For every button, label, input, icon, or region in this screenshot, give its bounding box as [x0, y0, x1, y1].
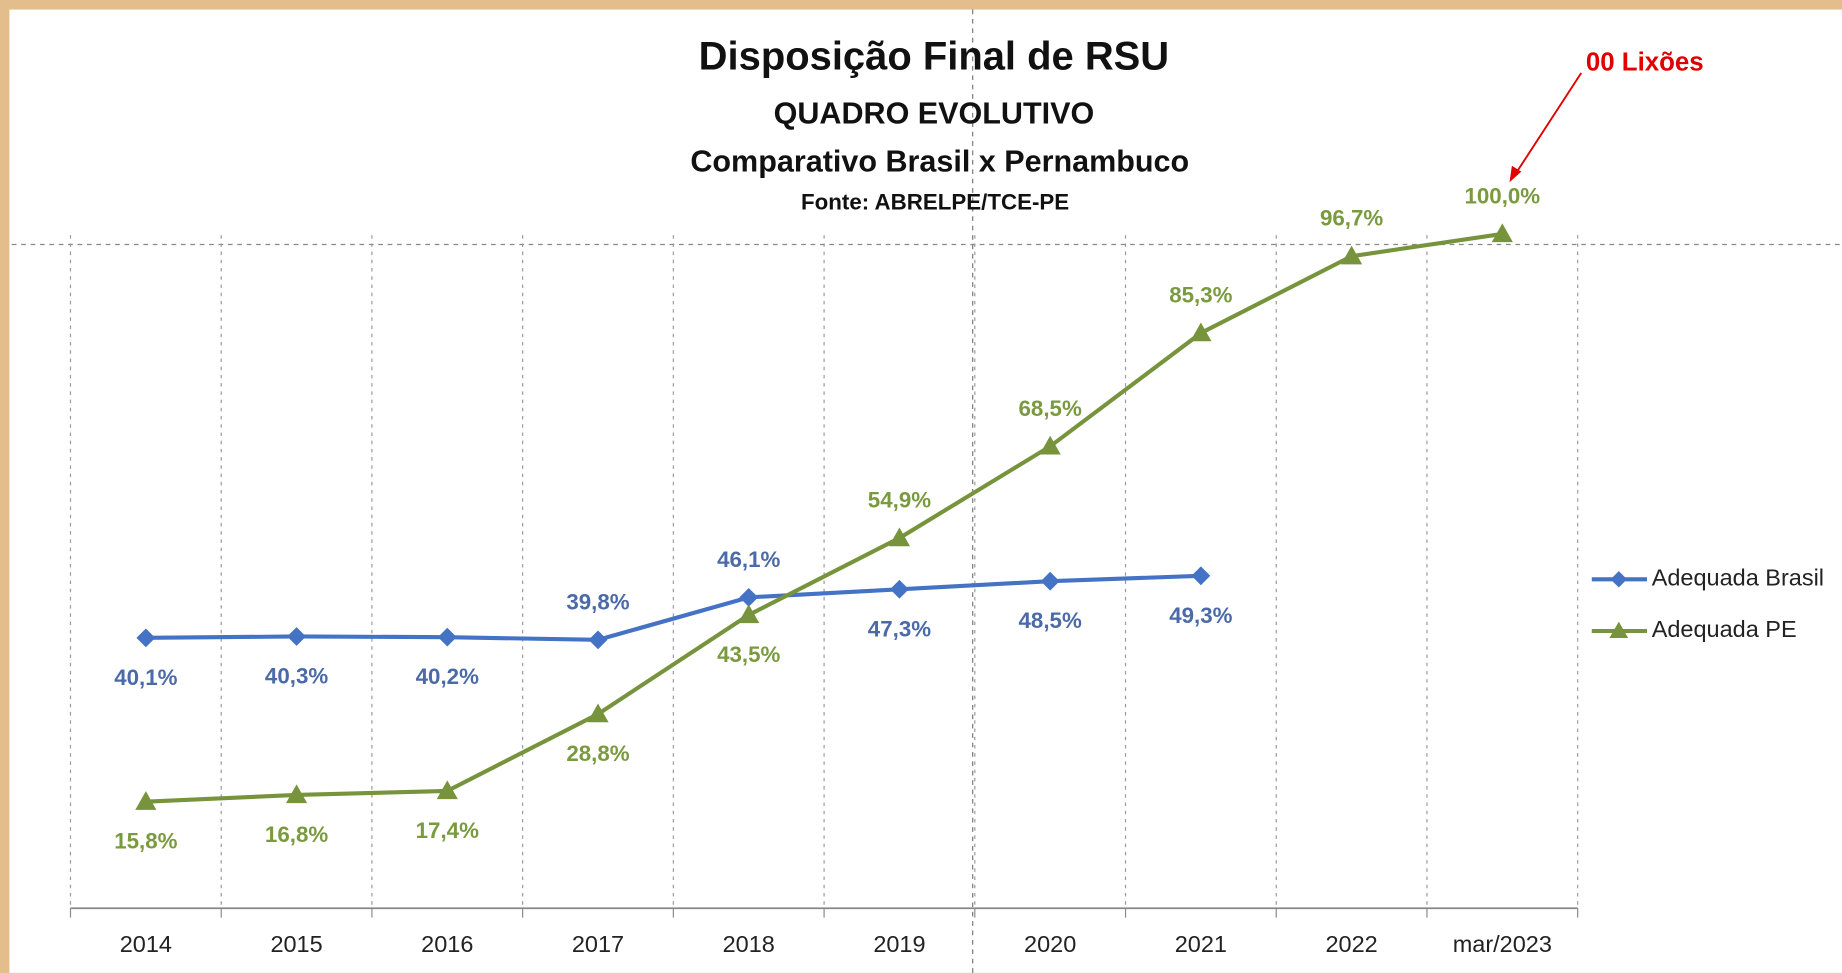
marker-triangle: [738, 604, 760, 624]
panel: [9, 9, 1842, 973]
x-tick-label: 2021: [1175, 931, 1227, 957]
data-label: 96,7%: [1320, 206, 1383, 231]
chart-title: Disposição Final de RSU: [699, 34, 1169, 78]
data-label: 16,8%: [265, 822, 328, 847]
marker-diamond: [1040, 571, 1060, 591]
series-line: [145, 231, 1503, 804]
data-label: 47,3%: [868, 616, 931, 641]
marker-triangle: [436, 780, 458, 800]
data-label: 39,8%: [566, 589, 629, 614]
x-tick-label: mar/2023: [1453, 931, 1552, 957]
annotation: 00 Lixões: [1586, 48, 1704, 76]
data-label: 17,4%: [416, 818, 479, 843]
data-label: 40,2%: [416, 664, 479, 689]
data-label: 43,5%: [717, 642, 780, 667]
legend-marker: [1609, 621, 1629, 639]
marker-triangle: [1491, 223, 1513, 243]
marker-triangle: [285, 784, 308, 804]
marker-triangle: [888, 527, 911, 547]
chart-subtitle: QUADRO EVOLUTIVO: [774, 96, 1095, 130]
marker-triangle: [587, 703, 609, 723]
x-tick-label: 2020: [1024, 931, 1076, 957]
source: Fonte: ABRELPE/TCE-PE: [801, 189, 1069, 214]
data-label: 46,1%: [717, 547, 780, 572]
x-tick-label: 2022: [1325, 931, 1377, 957]
data-label: 49,3%: [1169, 603, 1232, 628]
data-label: 85,3%: [1169, 283, 1232, 308]
data-label: 100,0%: [1464, 183, 1540, 208]
legend-label: Adequada Brasil: [1652, 565, 1824, 591]
x-tick-label: 2018: [723, 931, 775, 957]
arrow-head: [1509, 165, 1522, 183]
series-line: [145, 573, 1201, 642]
legend-label: Adequada PE: [1652, 616, 1797, 642]
data-label: 15,8%: [114, 829, 177, 854]
x-tick-label: 2017: [572, 931, 624, 957]
marker-triangle: [1039, 435, 1061, 455]
data-label: 28,8%: [566, 741, 629, 766]
marker-triangle: [1341, 245, 1363, 265]
annotation-arrow: [1514, 72, 1582, 175]
x-tick-label: 2016: [421, 931, 473, 957]
data-label: 68,5%: [1019, 396, 1082, 421]
marker-triangle: [135, 791, 157, 810]
x-tick-label: 2019: [873, 931, 925, 957]
data-label: 40,1%: [114, 665, 177, 690]
x-tick-label: 2014: [120, 931, 172, 957]
chart-subtitle: Comparativo Brasil x Pernambuco: [690, 145, 1189, 179]
marker-triangle: [1190, 322, 1212, 342]
x-tick-label: 2015: [270, 931, 322, 957]
marker-diamond: [739, 587, 759, 607]
data-label: 40,3%: [265, 663, 328, 688]
marker-diamond: [437, 627, 457, 647]
data-label: 48,5%: [1019, 608, 1082, 633]
marker-diamond: [1191, 566, 1211, 586]
data-label: 54,9%: [868, 488, 931, 513]
